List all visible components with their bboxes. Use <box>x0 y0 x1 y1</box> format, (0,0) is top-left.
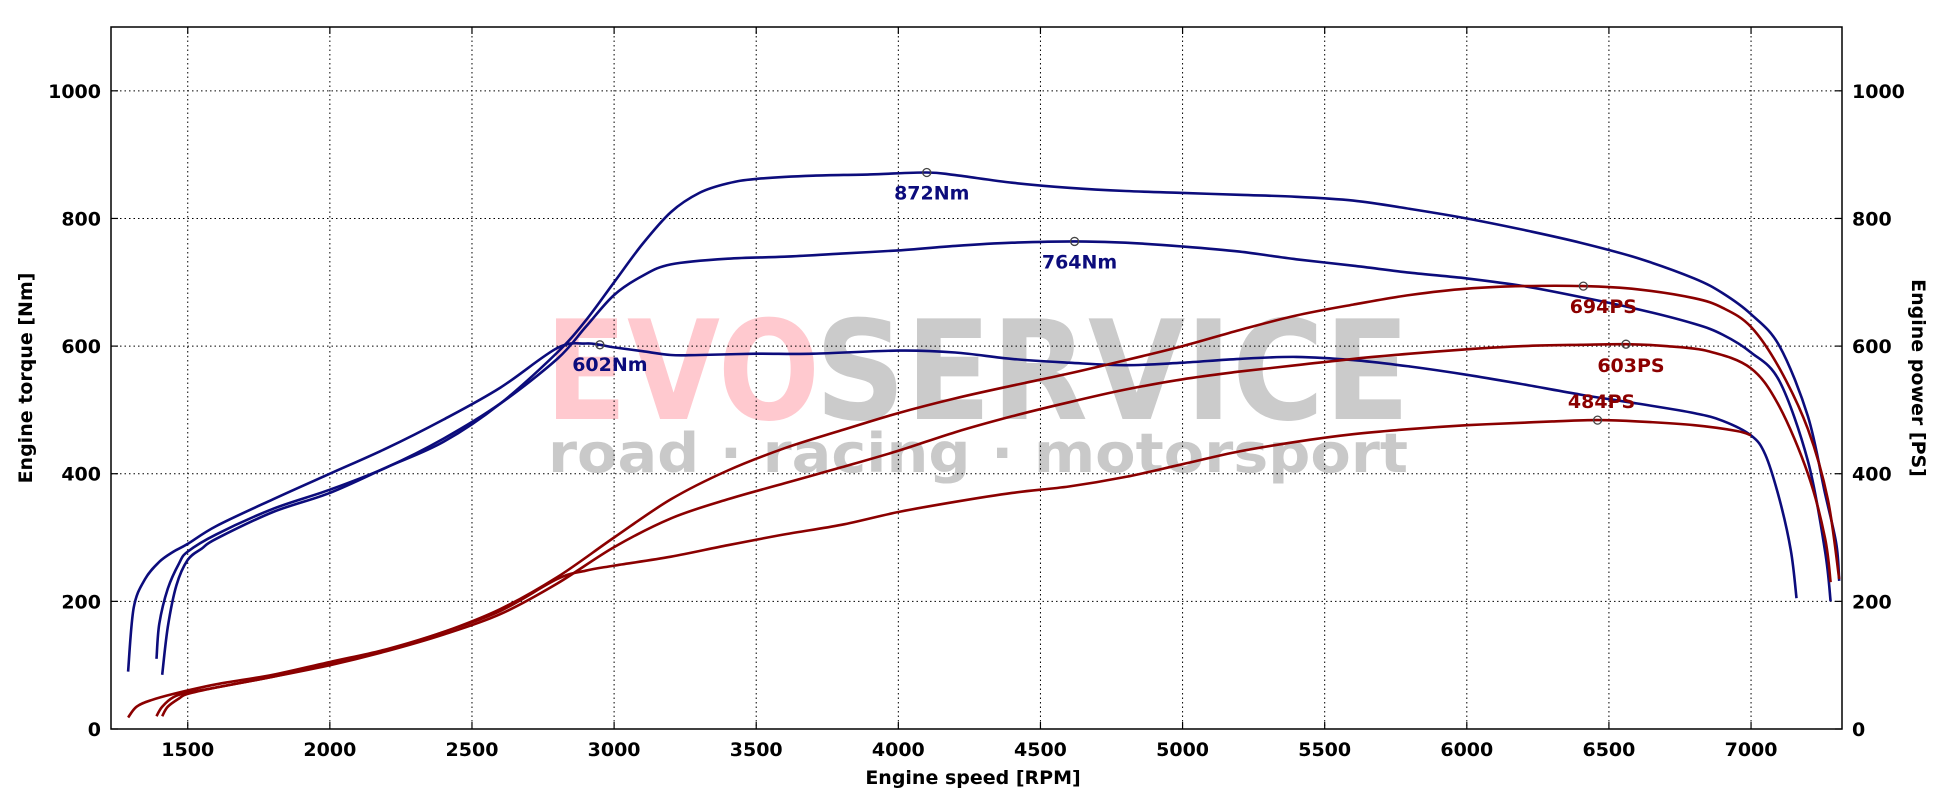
x-tick-label: 7000 <box>1725 739 1778 761</box>
peak-label: 694PS <box>1570 296 1637 318</box>
y-tick-label-right: 600 <box>1852 336 1892 358</box>
x-tick-label: 2000 <box>303 739 356 761</box>
x-axis-label: Engine speed [RPM] <box>865 767 1080 789</box>
peak-label: 602Nm <box>572 354 647 376</box>
y-axis-label-right: Engine power [PS] <box>1907 279 1929 477</box>
torque-curve-3 <box>160 171 1841 675</box>
x-tick-label: 4000 <box>872 739 925 761</box>
y-tick-label-left: 800 <box>61 208 101 230</box>
watermark-brand-evo: EVO <box>545 291 820 452</box>
y-tick-label-right: 1000 <box>1852 81 1905 103</box>
x-tick-label: 4500 <box>1014 739 1067 761</box>
peak-markers: 602Nm 764Nm 872Nm 484PS 603PS 694PS <box>572 167 1665 425</box>
torque-curve-2 <box>155 240 1832 659</box>
x-tick-label: 5000 <box>1156 739 1209 761</box>
y-tick-label-left: 600 <box>61 336 101 358</box>
y-tick-label-right: 400 <box>1852 464 1892 486</box>
y-tick-label-right: 200 <box>1852 591 1892 613</box>
peak-label: 764Nm <box>1042 251 1117 273</box>
axis-ticks: 1500 2000 2500 3000 3500 4000 4500 5000 5500 6000… <box>48 27 1905 761</box>
torque-curve-1 <box>126 341 1798 672</box>
peak-label: 872Nm <box>894 183 969 205</box>
y-tick-label-left: 0 <box>88 719 101 741</box>
peak-label: 484PS <box>1568 391 1635 413</box>
x-tick-label: 1500 <box>161 739 214 761</box>
peak-marker <box>595 340 605 350</box>
peak-marker <box>1592 415 1603 425</box>
y-tick-label-left: 200 <box>61 591 101 613</box>
peak-marker <box>1069 236 1080 247</box>
evoservice-watermark: EVO SERVICE road · racing · motorsport <box>545 291 1410 485</box>
x-tick-label: 3500 <box>730 739 783 761</box>
plot-frame <box>110 26 1843 730</box>
peak-marker <box>1578 281 1588 291</box>
power-curve-6 <box>161 284 1841 717</box>
grid <box>111 27 1842 729</box>
peak-marker <box>922 167 932 178</box>
power-curve-4 <box>127 418 1752 719</box>
y-tick-label-right: 800 <box>1852 208 1892 230</box>
y-axis-label-left: Engine torque [Nm] <box>15 273 37 484</box>
x-tick-label: 6500 <box>1582 739 1635 761</box>
watermark-brand-service: SERVICE <box>815 291 1410 452</box>
y-tick-label-left: 1000 <box>48 81 101 103</box>
y-tick-label-right: 0 <box>1852 719 1865 741</box>
x-tick-label: 3000 <box>588 739 641 761</box>
x-tick-label: 5500 <box>1298 739 1351 761</box>
x-tick-label: 6000 <box>1440 739 1493 761</box>
peak-marker <box>1621 339 1631 349</box>
watermark-tagline: road · racing · motorsport <box>548 422 1408 485</box>
peak-label: 603PS <box>1597 355 1664 377</box>
x-tick-label: 2500 <box>446 739 499 761</box>
y-tick-label-left: 400 <box>61 464 101 486</box>
curves <box>126 171 1841 719</box>
